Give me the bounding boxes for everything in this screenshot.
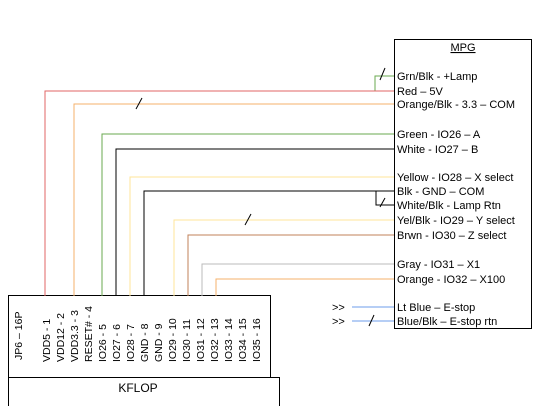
wire-break-mark — [244, 213, 252, 226]
wire-grn-blk — [374, 75, 394, 92]
pin-label: IO32 - 13 — [209, 318, 221, 362]
connector-label: JP6 – 16P — [13, 312, 25, 360]
pin-labels: VDD5 - 1 VDD12 - 2 VDD3.3 - 3 RESET# - 4… — [41, 306, 263, 362]
mpg-label-red: Red – 5V — [397, 86, 444, 98]
mpg-label-green: Green - IO26 – A — [397, 129, 481, 141]
wire-gray — [201, 263, 394, 296]
wire-break-mark — [379, 197, 386, 208]
wire-break-mark — [368, 314, 375, 327]
wire-brwn — [187, 234, 394, 296]
pin-label: IO28 - 7 — [125, 324, 137, 362]
pin-label: IO33 - 14 — [223, 318, 235, 362]
offboard-marker: >> — [332, 316, 345, 328]
pin-label: IO31 - 12 — [195, 318, 207, 362]
pin-label: IO27 - 6 — [111, 324, 123, 362]
pin-label: VDD3.3 - 3 — [69, 310, 81, 362]
wire-yel-blk — [173, 219, 394, 296]
mpg-label-lt-blue: Lt Blue – E-stop — [397, 302, 475, 314]
wire-break-mark — [379, 67, 386, 81]
pin-label: IO35 - 16 — [251, 318, 263, 362]
wire-yellow — [129, 176, 394, 296]
mpg-box — [394, 39, 532, 329]
mpg-label-orange-blk: Orange/Blk - 3.3 – COM — [397, 99, 515, 111]
pin-label: RESET# - 4 — [83, 306, 95, 362]
mpg-label-grn-blk: Grn/Blk - +Lamp — [397, 71, 477, 83]
pin-label: IO29 - 10 — [167, 318, 179, 362]
mpg-label-gray: Gray - IO31 – X1 — [397, 259, 480, 271]
wire-break-mark — [135, 97, 143, 110]
mpg-label-blue-blk: Blue/Blk – E-stop rtn — [397, 316, 497, 328]
pin-label: IO30 - 11 — [181, 319, 193, 362]
wire-red — [44, 90, 394, 296]
pin-label: IO26 - 5 — [97, 324, 109, 362]
pin-label: GND - 9 — [153, 323, 165, 362]
wire-white-blk — [375, 190, 394, 206]
mpg-label-brwn: Brwn - IO30 – Z select — [397, 230, 506, 242]
pin-label: GND - 8 — [139, 323, 151, 362]
wire-green — [101, 133, 394, 296]
mpg-label-blk: Blk - GND – COM — [397, 186, 484, 198]
kflop-title: KFLOP — [118, 381, 157, 395]
wire-orange — [215, 278, 394, 296]
pin-label: VDD12 - 2 — [55, 313, 67, 362]
mpg-title: MPG — [450, 42, 475, 54]
mpg-label-yel-blk: Yel/Blk - IO29 – Y select — [397, 215, 515, 227]
pin-label: VDD5 - 1 — [41, 319, 53, 362]
mpg-label-yellow: Yellow - IO28 – X select — [397, 172, 513, 184]
kflop-box — [8, 295, 280, 406]
pin-label: IO34 - 15 — [237, 318, 249, 362]
mpg-label-white: White - IO27 – B — [397, 144, 478, 156]
wire-white — [115, 148, 394, 296]
offboard-marker: >> — [332, 302, 345, 314]
wire-blk — [143, 190, 394, 296]
mpg-label-white-blk: White/Blk - Lamp Rtn — [397, 200, 501, 212]
mpg-label-orange: Orange - IO32 – X100 — [397, 274, 505, 286]
wire-orange-blk — [73, 103, 394, 296]
